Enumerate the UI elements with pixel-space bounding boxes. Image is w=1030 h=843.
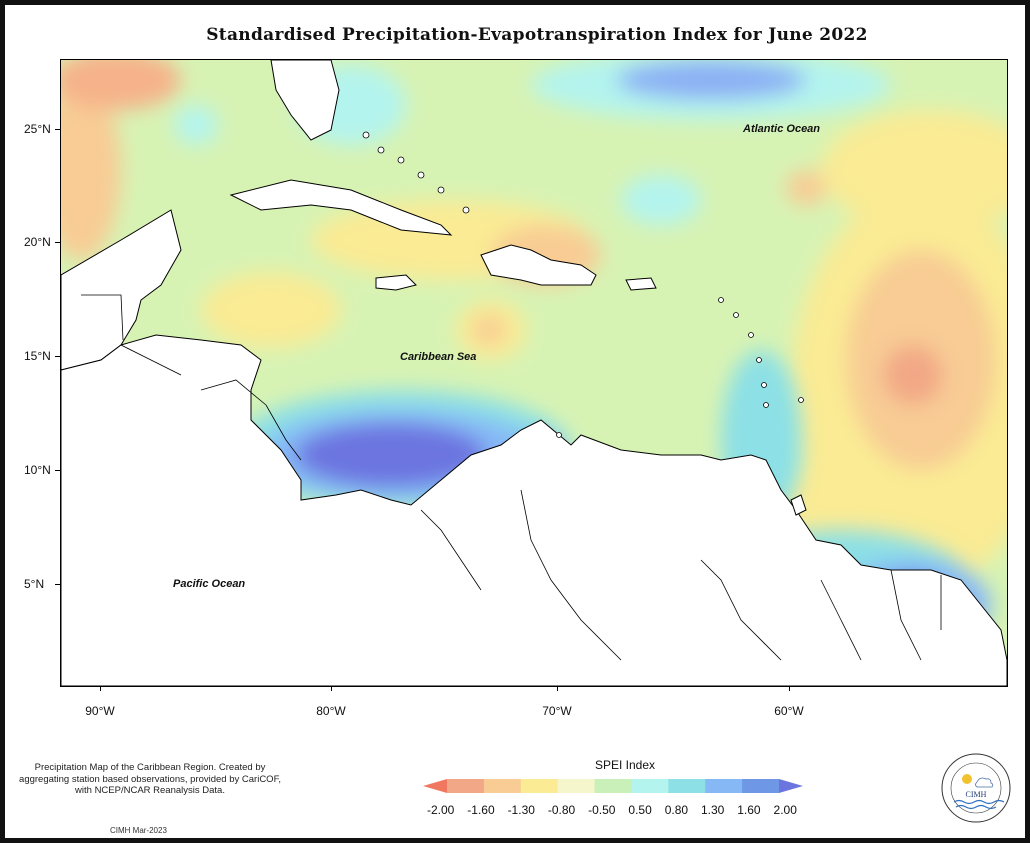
lon-tick-70 [557, 686, 558, 691]
country-borders [81, 294, 942, 661]
lat-label-5: 5°N [24, 577, 45, 591]
legend-swatch [520, 779, 559, 793]
legend-tick: -2.00 [427, 803, 455, 817]
credit-line: CIMH Mar-2023 [110, 826, 167, 835]
lat-label-20: 20°N [24, 235, 51, 249]
lon-label-70: 70°W [542, 704, 572, 718]
legend-tick: 1.30 [700, 803, 725, 817]
lat-label-15: 15°N [24, 349, 51, 363]
trinidad [790, 494, 807, 516]
lat-label-25: 25°N [24, 122, 51, 136]
legend-tick: -0.50 [588, 803, 616, 817]
lat-tick-25 [55, 129, 60, 130]
jamaica [375, 274, 417, 291]
legend-swatch [668, 779, 706, 793]
spei-map-canvas [61, 60, 1007, 686]
lon-label-80: 80°W [316, 704, 346, 718]
map-title: Standardised Precipitation-Evapotranspir… [206, 25, 868, 45]
lon-tick-90 [100, 686, 101, 691]
legend-swatch [483, 779, 522, 793]
legend-tick-row: -2.00 -1.60 -1.30 -0.80 -0.50 0.50 0.80 … [427, 803, 797, 817]
cuba [229, 179, 453, 236]
wave-icon [953, 799, 1005, 805]
legend-swatch [742, 779, 780, 793]
sun-icon [962, 774, 972, 784]
hispaniola [480, 244, 597, 286]
lat-label-10: 10°N [24, 463, 51, 477]
legend-swatch [779, 779, 803, 793]
lon-tick-80 [331, 686, 332, 691]
legend-swatch [631, 779, 669, 793]
legend-tick: 2.00 [773, 803, 797, 817]
florida-peninsula [270, 60, 340, 141]
legend-swatch [557, 779, 596, 793]
cimh-logo: CIMH [941, 753, 1011, 823]
legend-tick: -1.30 [507, 803, 535, 817]
legend-tick: -0.80 [547, 803, 576, 817]
legend-swatches [423, 779, 803, 793]
atlantic-ocean-label: Atlantic Ocean [743, 123, 821, 135]
lat-tick-5 [55, 584, 60, 585]
cloud-icon [975, 777, 994, 788]
legend-tick: 1.60 [737, 803, 761, 817]
spei-map [60, 59, 1008, 687]
logo-text: CIMH [966, 790, 987, 799]
spei-colorbar [423, 779, 803, 793]
map-description: Precipitation Map of the Caribbean Regio… [19, 762, 281, 796]
land-masses [61, 60, 1007, 686]
figure-sheet: Standardised Precipitation-Evapotranspir… [5, 5, 1025, 838]
caribbean-sea-label: Caribbean Sea [400, 351, 477, 363]
lon-label-60: 60°W [774, 704, 804, 718]
legend-swatch [594, 779, 632, 793]
puerto-rico [625, 277, 657, 291]
lon-label-90: 90°W [85, 704, 115, 718]
pacific-ocean-label: Pacific Ocean [173, 578, 246, 590]
lat-tick-10 [55, 470, 60, 471]
legend-tick: -1.60 [467, 803, 495, 817]
central-south-america [61, 334, 1007, 686]
lat-tick-20 [55, 242, 60, 243]
legend-swatch [447, 779, 485, 793]
legend-tick: 0.80 [664, 803, 689, 817]
legend-swatch [705, 779, 743, 793]
legend-swatch [423, 779, 447, 793]
lon-tick-60 [789, 686, 790, 691]
small-islands [362, 131, 804, 438]
lat-tick-15 [55, 356, 60, 357]
legend-tick: 0.50 [628, 803, 652, 817]
legend-title: SPEI Index [594, 758, 656, 772]
